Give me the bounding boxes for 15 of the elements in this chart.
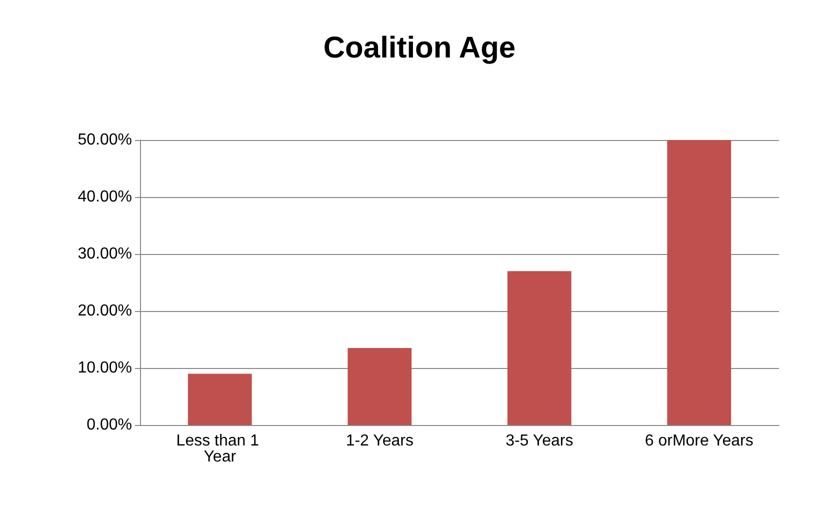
y-tick-label: 10.00% [78, 360, 132, 376]
chart-title: Coalition Age [323, 32, 516, 64]
y-tick-label: 40.00% [78, 188, 132, 206]
bar [348, 348, 412, 425]
bar [507, 271, 572, 425]
x-tick-label: 6 orMore Years [644, 432, 754, 450]
y-tick-label: 20.00% [78, 302, 132, 320]
y-tick-label: 0.00% [86, 416, 132, 434]
y-tick-label: 30.00% [78, 246, 132, 262]
bar [188, 374, 252, 425]
y-tick-label: 50.00% [78, 132, 132, 148]
x-tick-label: 1-2 Years [346, 432, 414, 450]
x-tick-label: 3-5 Years [506, 432, 574, 450]
x-tick-label: Less than 1 Year [176, 432, 264, 466]
bar [667, 140, 732, 425]
